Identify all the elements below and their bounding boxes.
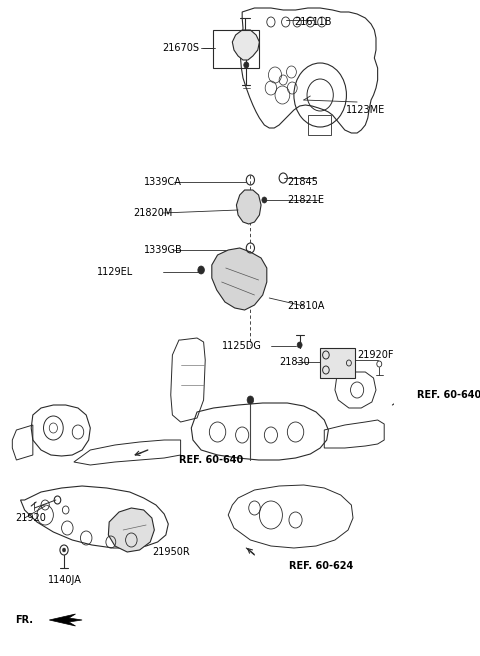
Text: 21950R: 21950R: [152, 547, 190, 557]
Circle shape: [262, 197, 267, 203]
Text: 1339CA: 1339CA: [144, 177, 181, 187]
Text: 1123ME: 1123ME: [347, 105, 386, 115]
Text: 1339GB: 1339GB: [144, 245, 182, 255]
Polygon shape: [108, 508, 155, 552]
Text: 1140JA: 1140JA: [48, 575, 82, 585]
Text: 21845: 21845: [288, 177, 318, 187]
Text: 21611B: 21611B: [294, 17, 331, 27]
Circle shape: [62, 548, 66, 552]
Text: 1125DG: 1125DG: [222, 341, 262, 351]
Polygon shape: [212, 248, 267, 310]
Text: 21920F: 21920F: [357, 350, 394, 360]
Text: 21920: 21920: [15, 513, 46, 523]
Text: REF. 60-640: REF. 60-640: [417, 390, 480, 400]
Bar: [308, 115, 331, 135]
Polygon shape: [237, 190, 261, 224]
Text: 21810A: 21810A: [288, 301, 324, 311]
Polygon shape: [232, 30, 259, 60]
Text: REF. 60-624: REF. 60-624: [289, 561, 353, 571]
Text: 21820M: 21820M: [133, 208, 172, 218]
Circle shape: [244, 62, 249, 68]
Circle shape: [297, 342, 302, 348]
Bar: [320, 348, 355, 378]
Text: 21830: 21830: [279, 357, 310, 367]
Polygon shape: [49, 614, 82, 626]
Circle shape: [247, 396, 253, 404]
Text: 1129EL: 1129EL: [97, 267, 133, 277]
Text: 21821E: 21821E: [288, 195, 324, 205]
Text: FR.: FR.: [15, 615, 33, 625]
Text: 21670S: 21670S: [163, 43, 200, 53]
Text: REF. 60-640: REF. 60-640: [179, 455, 243, 465]
Bar: [214, 30, 259, 68]
Circle shape: [198, 266, 204, 274]
